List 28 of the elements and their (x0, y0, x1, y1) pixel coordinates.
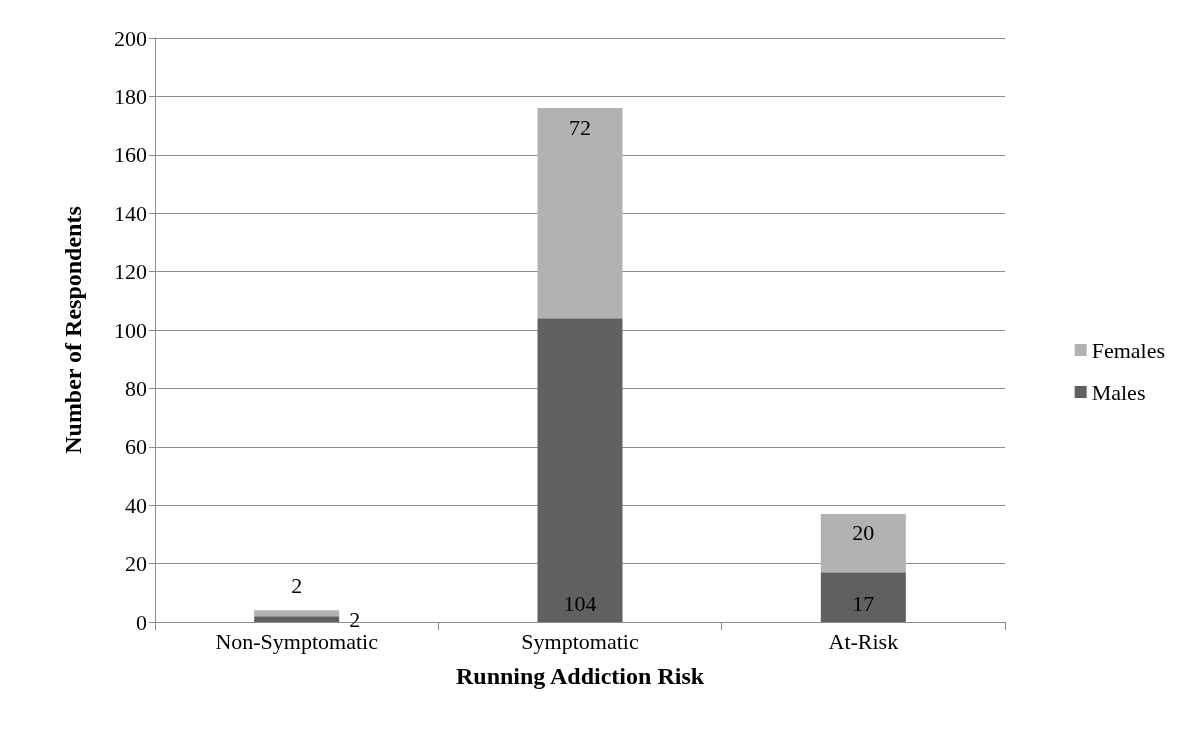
y-tick-label: 20 (125, 551, 147, 577)
bar (254, 616, 340, 622)
bar (537, 108, 623, 319)
x-tick-label: Symptomatic (521, 628, 639, 654)
bar (254, 610, 340, 617)
y-axis-title: Number of Respondents (60, 206, 86, 454)
data-label: 17 (852, 590, 875, 616)
y-tick-label: 60 (125, 434, 147, 460)
data-label: 2 (291, 572, 303, 598)
y-tick-label: 200 (114, 25, 147, 51)
y-tick-label: 180 (114, 83, 147, 109)
x-axis-title: Running Addiction Risk (455, 663, 705, 689)
data-label: 20 (852, 520, 875, 546)
y-tick-label: 120 (114, 259, 147, 285)
data-label: 72 (569, 114, 591, 140)
y-tick-label: 0 (136, 609, 147, 635)
y-tick-label: 160 (114, 142, 147, 168)
bar (820, 572, 906, 622)
data-label: 104 (563, 590, 597, 616)
y-tick-label: 140 (114, 200, 147, 226)
bar (537, 318, 623, 622)
bar (820, 513, 906, 573)
legend-label: Females (1091, 337, 1166, 363)
x-tick-label: At-Risk (828, 628, 899, 654)
y-tick-label: 40 (125, 492, 147, 518)
legend-label: Males (1091, 379, 1146, 405)
y-tick-label: 100 (114, 317, 147, 343)
y-tick-label: 80 (125, 375, 147, 401)
